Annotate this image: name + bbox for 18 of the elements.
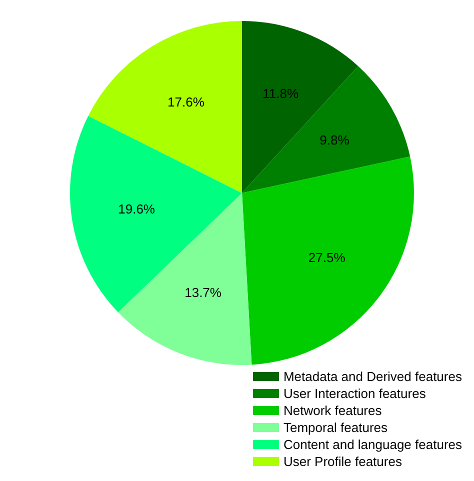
data-label: 19.6% (118, 202, 156, 217)
legend-label: Temporal features (283, 420, 388, 435)
pie-slice (242, 66, 410, 193)
data-label: 27.5% (308, 250, 346, 266)
legend-label: Network features (283, 403, 382, 418)
pie-slice (118, 193, 252, 365)
data-label: 17.6% (168, 94, 205, 110)
data-label: 9.8% (320, 132, 350, 148)
legend-label: User Profile features (283, 454, 402, 469)
pie-slice (242, 156, 414, 365)
legend-label: Content and language features (283, 437, 462, 452)
data-label: 13.7% (184, 284, 222, 300)
legend-label: User Interaction features (283, 386, 426, 401)
pie-slice (88, 21, 242, 193)
pie-slice (242, 21, 358, 193)
data-label: 11.8% (262, 86, 300, 102)
legend-label: Metadata and Derived features (283, 369, 462, 384)
pie-slice (70, 116, 242, 312)
